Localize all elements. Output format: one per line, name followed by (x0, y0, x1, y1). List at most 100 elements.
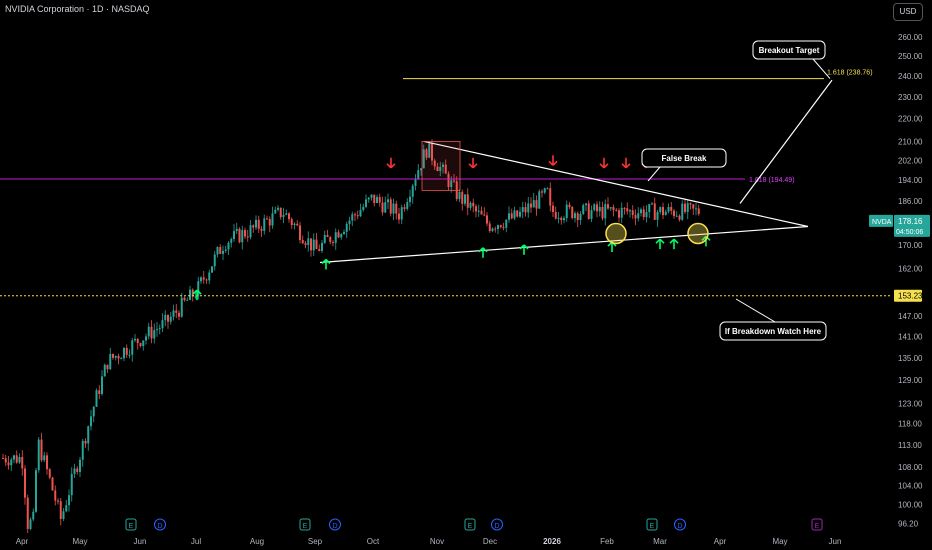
earnings-badge-label: E (303, 523, 308, 530)
candle-body (354, 214, 356, 216)
y-tick-label: 147.00 (898, 312, 923, 321)
down-arrow-marker (599, 157, 609, 169)
currency-button[interactable]: USD (893, 3, 923, 21)
candle-body (150, 326, 153, 339)
candle-body (439, 167, 442, 172)
candle-body (197, 281, 200, 297)
top-range-box (421, 141, 461, 191)
candle-body (260, 228, 263, 231)
y-tick-label: 135.00 (898, 354, 923, 363)
candle-body (516, 210, 519, 217)
candle-body (249, 225, 252, 238)
candle-body (87, 426, 90, 444)
candle-body (420, 168, 422, 171)
dividend-badge (329, 518, 341, 531)
candle-body (90, 416, 92, 427)
y-tick-label: 220.00 (898, 115, 923, 124)
candle-body (645, 212, 648, 218)
candle-body (123, 347, 125, 359)
candle-body (576, 213, 579, 221)
candle-body (109, 353, 112, 370)
candle-body (585, 203, 587, 206)
candle-body (145, 336, 147, 341)
candle-body (142, 340, 145, 347)
candle-body (689, 203, 692, 205)
x-tick-label: 2026 (543, 537, 561, 546)
candle-body (370, 194, 373, 198)
breakdown-callout-box (719, 321, 827, 341)
candle-body (40, 439, 43, 461)
candle-body (310, 238, 312, 251)
candle-body (329, 237, 332, 243)
candle-body (54, 490, 57, 501)
candle-body (623, 207, 626, 209)
fib-level-label: 1.618 (194.49) (749, 177, 795, 184)
highlight-circle (605, 222, 627, 245)
candle-body (436, 166, 439, 172)
candle-body (304, 243, 307, 246)
candle-body (255, 219, 257, 228)
candle-body (2, 458, 4, 460)
candle-body (13, 455, 15, 460)
candle-body (618, 210, 620, 218)
x-tick-label: Jun (829, 537, 842, 546)
up-arrow-marker (519, 244, 529, 255)
candle-body (362, 206, 365, 211)
candle-body (684, 203, 686, 212)
candle-body (205, 279, 208, 281)
candle-body (406, 202, 409, 209)
false-break-pointer (647, 166, 661, 182)
candle-body (301, 240, 304, 244)
candle-body (403, 207, 406, 209)
last-price-tag (894, 214, 930, 237)
x-tick-label: Sep (308, 537, 323, 546)
candle-body (219, 247, 222, 254)
candle-body (409, 196, 411, 203)
candle-body (244, 230, 246, 237)
candle-body (400, 207, 403, 220)
earnings-badge (464, 518, 476, 531)
candle-body (664, 211, 667, 216)
earnings-badge (646, 518, 658, 531)
candle-body (233, 231, 235, 240)
candle-body (323, 234, 326, 243)
candle-body (153, 330, 156, 339)
y-tick-label: 170.00 (898, 241, 923, 250)
candle-body (648, 204, 651, 213)
candle-body (318, 248, 321, 251)
candle-body (642, 209, 645, 218)
dividend-badge (491, 518, 503, 531)
candle-body (541, 191, 543, 193)
x-tick-label: May (772, 537, 787, 546)
candle-body (222, 250, 224, 254)
candle-body (24, 468, 26, 498)
dividend-badge-label: D (677, 523, 682, 530)
candle-body (356, 215, 359, 217)
candle-body (656, 211, 659, 220)
candle-body (571, 206, 574, 218)
breakout-target-callout-text: Breakout Target (759, 46, 820, 55)
y-tick-label: 100.00 (898, 501, 923, 510)
candle-body (128, 354, 131, 356)
candle-body (161, 320, 164, 329)
candle-body (290, 219, 293, 226)
candle-body (29, 519, 32, 529)
x-tick-label: Feb (600, 537, 614, 546)
candle-body (43, 455, 46, 461)
candle-body (447, 173, 450, 188)
candle-body (211, 266, 213, 273)
candle-body (351, 214, 354, 221)
support-price-tag (894, 289, 922, 302)
candle-body (568, 204, 571, 207)
candle-body (433, 160, 436, 167)
candle-body (422, 149, 425, 169)
candle-body (667, 206, 670, 212)
candle-body (92, 406, 95, 417)
candle-body (486, 215, 488, 224)
candle-body (235, 228, 238, 232)
y-tick-label: 162.00 (898, 264, 923, 273)
candle-body (532, 200, 535, 208)
candle-body (384, 202, 387, 213)
highlight-circle (687, 222, 709, 245)
